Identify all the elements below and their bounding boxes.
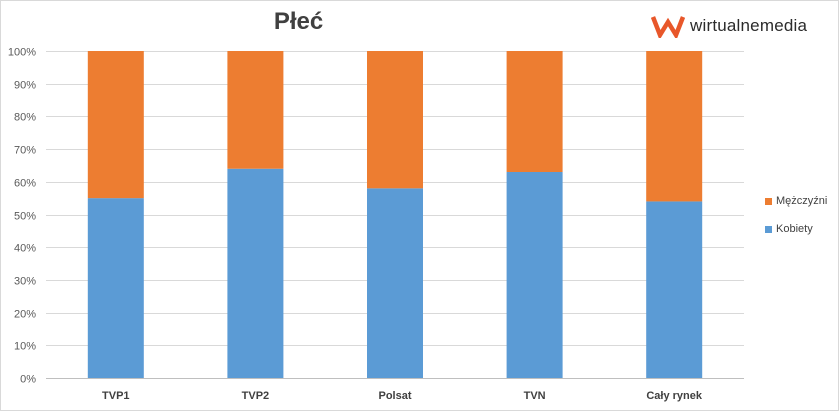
bar-segment-men	[646, 51, 703, 202]
bar-segment-women	[227, 168, 284, 378]
legend-swatch-men	[765, 197, 772, 205]
legend-item-men: Mężczyźni	[765, 195, 827, 207]
y-tick-label: 20%	[14, 309, 36, 321]
x-tick-label: Polsat	[378, 390, 411, 402]
x-tick-label: Cały rynek	[646, 390, 703, 402]
x-tick-label: TVP1	[102, 390, 130, 402]
brand-name: wirtualnemedia	[690, 16, 808, 35]
y-tick-label: 70%	[14, 145, 36, 157]
chart-title: Płeć	[273, 8, 324, 35]
legend: Mężczyźni Kobiety	[765, 195, 827, 251]
bar-segment-women	[87, 198, 144, 378]
y-tick-label: 80%	[14, 112, 36, 124]
bar-segment-men	[227, 51, 284, 169]
bar-segment-women	[506, 171, 563, 378]
bar-segment-men	[367, 51, 423, 189]
y-tick-label: 60%	[14, 178, 36, 190]
x-tick-label: TVN	[524, 390, 546, 402]
y-tick-label: 30%	[14, 276, 36, 288]
legend-item-women: Kobiety	[765, 223, 827, 235]
y-tick-label: 40%	[14, 243, 36, 255]
bar-segment-women	[646, 201, 703, 378]
bar-segment-men	[506, 51, 563, 172]
y-tick-label: 10%	[14, 341, 36, 353]
x-tick-label: TVP2	[242, 390, 270, 402]
y-tick-label: 0%	[20, 374, 36, 386]
legend-swatch-women	[765, 225, 772, 233]
y-tick-label: 90%	[14, 80, 36, 92]
legend-label-women: Kobiety	[776, 223, 813, 235]
bar-segment-women	[367, 188, 423, 378]
brand-mark-icon	[651, 16, 685, 38]
legend-label-men: Mężczyźni	[776, 195, 828, 207]
brand-logo: wirtualnemedia	[651, 13, 807, 39]
y-tick-label: 100%	[8, 47, 36, 59]
bar-segment-men	[87, 51, 144, 199]
y-tick-label: 50%	[14, 211, 36, 223]
